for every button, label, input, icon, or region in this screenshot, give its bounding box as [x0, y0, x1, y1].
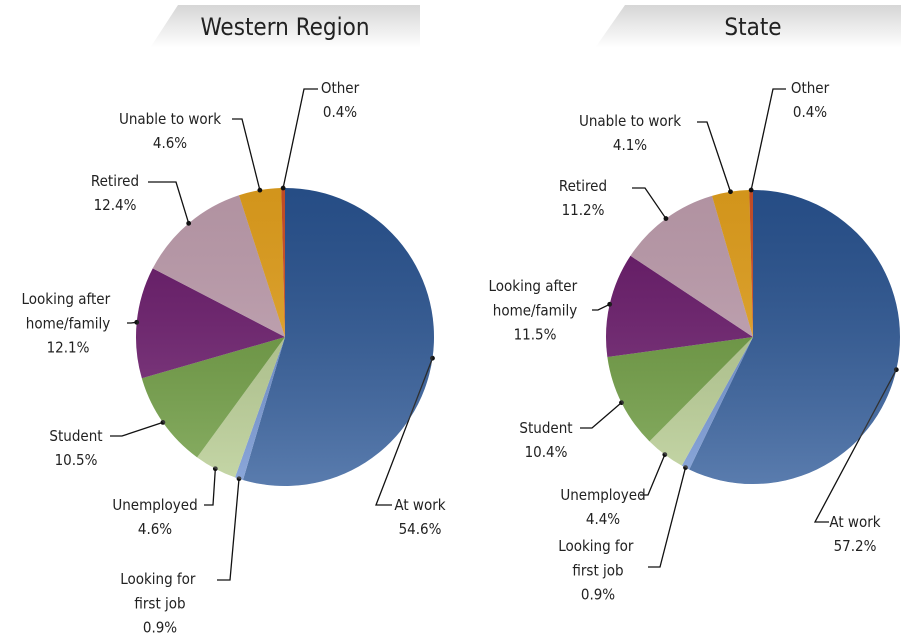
leader-line: [217, 478, 240, 581]
slice-label: At work: [394, 496, 445, 514]
slice-label: Student: [519, 419, 572, 437]
leader-dot: [134, 319, 140, 325]
slice-label: Retired: [91, 172, 139, 190]
value-label: 4.1%: [613, 136, 647, 154]
slice-label: Unable to work: [579, 112, 681, 130]
value-label: 11.2%: [562, 201, 605, 219]
title-tab: [595, 5, 901, 48]
value-label: 4.4%: [586, 510, 620, 528]
leader-line: [148, 181, 190, 224]
value-label: 57.2%: [834, 537, 877, 555]
leader-dot: [619, 400, 624, 406]
leader-line: [204, 468, 216, 506]
leader-dot: [748, 187, 754, 193]
leader-dot: [607, 301, 613, 307]
leader-dot: [160, 420, 166, 425]
leader-line: [750, 88, 786, 191]
slice-label: Unable to work: [119, 110, 221, 128]
title-tab: [150, 5, 420, 48]
leader-dot: [663, 216, 669, 221]
leader-dot: [280, 185, 286, 191]
leader-line: [282, 88, 318, 189]
leader-dot: [728, 189, 733, 195]
leader-dot: [430, 355, 435, 361]
leader-dot: [257, 187, 263, 193]
leader-dot: [893, 367, 899, 373]
slice-label: Unemployed: [112, 496, 197, 514]
slice-label: Looking for first job: [120, 570, 200, 613]
slice-label: Looking for first job: [558, 537, 638, 580]
value-label: 0.9%: [581, 586, 615, 604]
value-label: 12.4%: [94, 196, 137, 214]
leader-line: [648, 467, 687, 568]
leader-line: [110, 421, 164, 437]
slice-label: Student: [49, 427, 102, 445]
slice-label: Other: [791, 79, 830, 97]
value-label: 10.5%: [55, 451, 98, 469]
slice-label: At work: [829, 513, 880, 531]
leader-line: [592, 303, 610, 311]
leader-line: [580, 402, 622, 429]
slice-label: Unemployed: [560, 486, 645, 504]
slice-label: Other: [321, 79, 360, 97]
leader-line: [697, 121, 732, 192]
leader-dot: [683, 465, 688, 470]
value-label: 54.6%: [399, 520, 442, 538]
value-label: 10.4%: [525, 443, 568, 461]
chart-title: Western Region: [200, 13, 369, 41]
slice-label: Retired: [559, 177, 607, 195]
leader-dot: [212, 466, 218, 472]
slice-label: Looking after home/family: [489, 277, 582, 320]
value-label: 4.6%: [138, 520, 172, 538]
value-label: 4.6%: [153, 134, 187, 152]
value-label: 0.4%: [323, 103, 357, 121]
value-label: 0.4%: [793, 103, 827, 121]
chart-title: State: [724, 13, 781, 41]
value-label: 0.9%: [143, 619, 177, 637]
leader-line: [232, 118, 261, 191]
leader-dot: [662, 452, 668, 458]
value-label: 11.5%: [514, 326, 557, 344]
leader-line: [632, 187, 667, 219]
slice-label: Looking after home/family: [22, 290, 115, 333]
leader-dot: [236, 476, 242, 482]
value-label: 12.1%: [47, 339, 90, 357]
leader-dot: [186, 220, 192, 226]
